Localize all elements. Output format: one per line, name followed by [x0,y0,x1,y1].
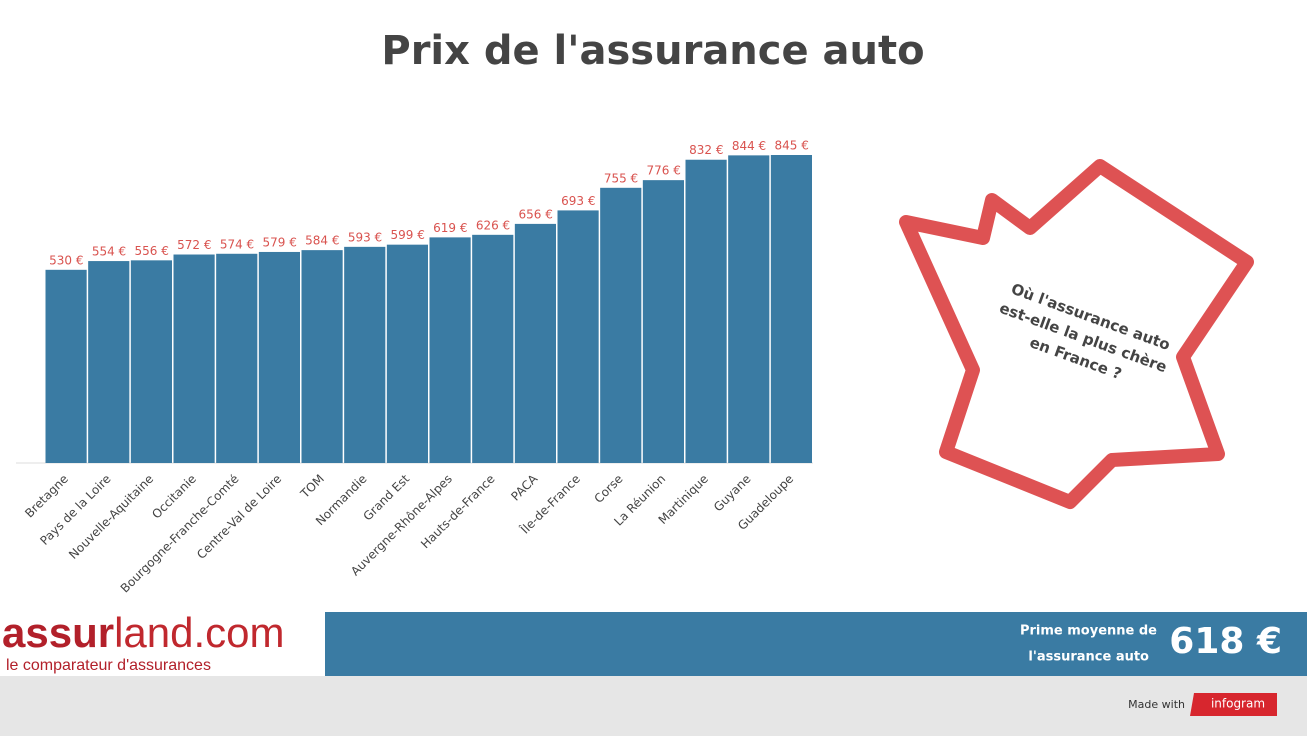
bar [130,260,172,463]
banner-label: l'assurance auto [1028,650,1149,665]
value-label: 844 € [732,139,766,153]
made-with: Made with [1128,698,1185,711]
bar [557,210,599,463]
bar [472,234,514,463]
value-label: 619 € [433,221,467,235]
value-label: 845 € [774,139,808,153]
value-label: 693 € [561,194,595,208]
logo: assurland.com [2,609,285,656]
bar [429,237,471,463]
value-label: 832 € [689,143,723,157]
bar [258,251,300,463]
logo-part: assur [2,609,114,656]
footer [0,676,1307,736]
bar [685,159,727,463]
banner-label: Prime moyenne de [1020,624,1157,639]
brand-badge [1190,693,1277,716]
bar [642,180,684,463]
bar [386,244,428,463]
value-label: 556 € [134,244,168,258]
bar [88,261,130,463]
value-label: 656 € [518,207,552,221]
value-label: 776 € [646,164,680,178]
bar [514,223,556,463]
bar [770,155,812,463]
brand: infogram [1211,697,1265,711]
bar [600,187,642,463]
bar [45,269,87,463]
value-label: 755 € [604,171,638,185]
value-label: 579 € [262,235,296,249]
banner-value: 618 € [1169,621,1282,662]
logo-tagline: le comparateur d'assurances [6,657,211,674]
value-label: 584 € [305,234,339,248]
bar [301,250,343,463]
banner [325,612,1307,676]
bar [173,254,215,463]
france-shape [899,159,1254,509]
logo-part: land.com [114,609,284,656]
bar [216,253,258,463]
value-label: 593 € [348,230,382,244]
value-label: 599 € [390,228,424,242]
value-label: 574 € [220,237,254,251]
bar [344,246,386,463]
bar [728,155,770,463]
chart-title: Prix de l'assurance auto [381,28,924,74]
value-label: 626 € [476,218,510,232]
value-label: 530 € [49,253,83,267]
value-label: 572 € [177,238,211,252]
value-label: 554 € [92,245,126,259]
